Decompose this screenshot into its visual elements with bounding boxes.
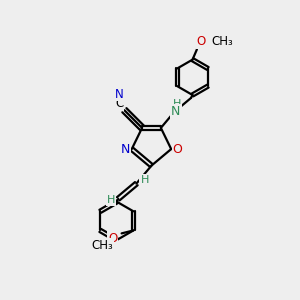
Text: H: H (107, 195, 115, 205)
Text: O: O (197, 34, 206, 48)
Text: N: N (121, 142, 130, 156)
Text: CH₃: CH₃ (212, 34, 233, 48)
Text: N: N (171, 105, 180, 118)
Text: CH₃: CH₃ (91, 239, 113, 252)
Text: H: H (140, 175, 149, 185)
Text: H: H (173, 99, 181, 109)
Text: C: C (115, 97, 123, 110)
Text: O: O (108, 232, 117, 245)
Text: O: O (173, 142, 183, 156)
Text: N: N (115, 88, 124, 100)
